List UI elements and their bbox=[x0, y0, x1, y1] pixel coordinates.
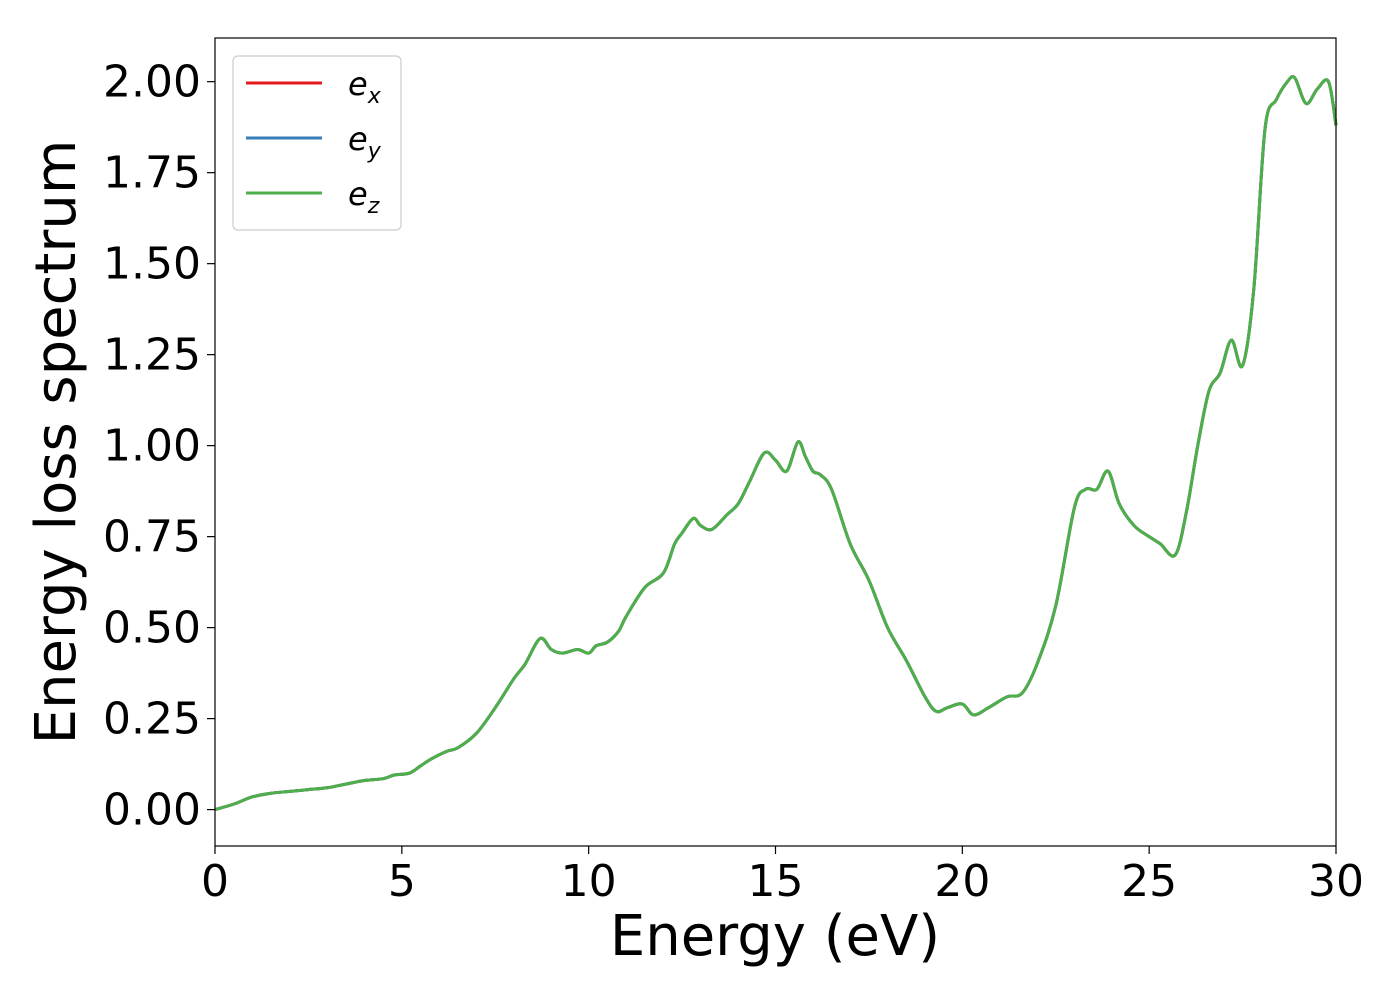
legend-label-y: ey bbox=[348, 120, 382, 164]
y-tick-label: 0.00 bbox=[103, 785, 201, 836]
x-tick-label: 30 bbox=[1308, 856, 1364, 907]
y-tick-label: 0.25 bbox=[103, 694, 201, 745]
series-line-e-z bbox=[214, 75, 1338, 812]
y-tick-label: 1.50 bbox=[103, 239, 201, 290]
legend: ex ey ez bbox=[232, 55, 402, 231]
y-tick-label: 0.75 bbox=[103, 512, 201, 563]
plot-area bbox=[215, 38, 1336, 846]
x-axis-ticks: 0 5 10 15 20 25 30 bbox=[201, 846, 1364, 907]
x-tick-label: 20 bbox=[934, 856, 990, 907]
y-tick-label: 1.00 bbox=[103, 421, 201, 472]
x-tick-label: 0 bbox=[201, 856, 229, 907]
y-axis-ticks: 0.00 0.25 0.50 0.75 1.00 1.25 1.50 1.75 2.00 bbox=[103, 57, 215, 836]
legend-box bbox=[232, 55, 402, 231]
legend-label-z: ez bbox=[348, 175, 380, 219]
legend-label-x: ex bbox=[348, 65, 382, 109]
y-tick-label: 0.50 bbox=[103, 603, 201, 654]
x-tick-label: 10 bbox=[561, 856, 617, 907]
y-axis-title: Energy loss spectrum bbox=[24, 140, 89, 745]
x-tick-label: 25 bbox=[1121, 856, 1177, 907]
x-tick-label: 5 bbox=[388, 856, 416, 907]
x-tick-label: 15 bbox=[748, 856, 804, 907]
y-tick-label: 1.25 bbox=[103, 330, 201, 381]
x-axis-title: Energy (eV) bbox=[610, 904, 940, 969]
y-tick-label: 1.75 bbox=[103, 148, 201, 199]
y-tick-label: 2.00 bbox=[103, 57, 201, 108]
series-layer bbox=[214, 75, 1338, 812]
